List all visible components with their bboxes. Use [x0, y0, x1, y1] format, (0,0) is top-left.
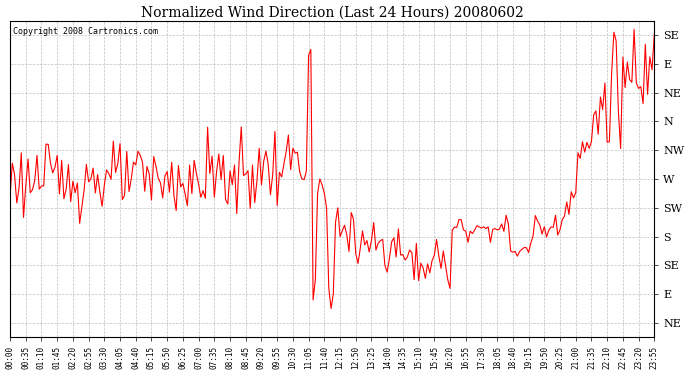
Title: Normalized Wind Direction (Last 24 Hours) 20080602: Normalized Wind Direction (Last 24 Hours…: [141, 6, 524, 20]
Text: Copyright 2008 Cartronics.com: Copyright 2008 Cartronics.com: [13, 27, 158, 36]
